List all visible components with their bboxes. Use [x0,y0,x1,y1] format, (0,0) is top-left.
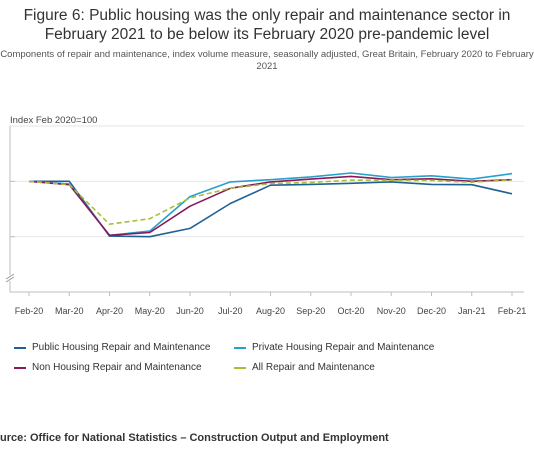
x-tick-label: Jul-20 [218,306,243,316]
legend-swatch [234,346,246,349]
series-line-1 [29,180,513,238]
y-axis-label: Index Feb 2020=100 [10,115,98,126]
legend-label: Non Housing Repair and Maintenance [32,362,202,373]
x-tick-label: Dec-20 [417,306,446,316]
x-tick-label: Aug-20 [256,306,285,316]
x-tick-label: Feb-20 [15,306,44,316]
legend-label: Public Housing Repair and Maintenance [32,342,211,353]
series-line-4 [28,179,513,225]
x-tick-label: Apr-20 [96,306,123,316]
axis-break-gap [7,275,13,281]
x-tick-label: Feb-21 [498,306,527,316]
x-tick-label: Nov-20 [377,306,406,316]
source-note: urce: Office for National Statistics – C… [0,432,389,444]
axis-break-mark [5,276,15,283]
legend-item: Public Housing Repair and Maintenance [14,342,210,353]
legend-swatch [14,346,26,349]
axes [5,126,524,293]
legend-item: Private Housing Repair and Maintenance [234,342,434,353]
legend-swatch [14,366,26,369]
x-tick-label: Oct-20 [337,306,364,316]
series-line-3 [28,175,513,237]
x-tick-labels: Feb-20 Mar-20 Apr-20 May-20 Jun-20 Jul-20 Aug-… [15,292,527,316]
axis-break-mark [5,273,15,280]
legend-swatch [234,366,246,369]
series-lines [28,172,513,238]
x-tick-label: Jun-20 [176,306,204,316]
legend-label: Private Housing Repair and Maintenance [252,342,435,353]
x-tick-label: Sep-20 [296,306,325,316]
x-tick-label: May-20 [135,306,165,316]
x-tick-label: Mar-20 [55,306,84,316]
chart-subtitle: Components of repair and maintenance, in… [0,49,534,72]
legend-label: All Repair and Maintenance [252,362,375,373]
legend-item: All Repair and Maintenance [234,362,375,373]
chart-title: Figure 6: Public housing was the only re… [23,7,511,43]
x-tick-label: Jan-21 [458,306,486,316]
legend-item: Non Housing Repair and Maintenance [14,362,202,373]
line-chart: Feb-20 Mar-20 Apr-20 May-20 Jun-20 Jul-20 Aug-… [5,125,527,316]
